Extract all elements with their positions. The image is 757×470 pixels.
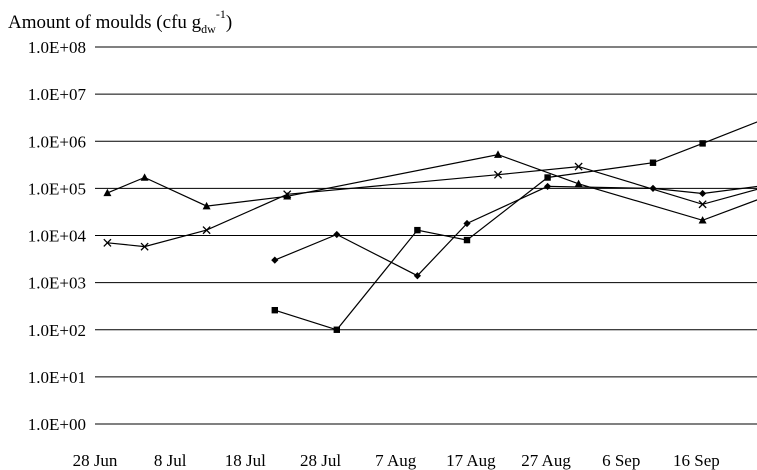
x-tick-label: 27 Aug (521, 451, 571, 470)
y-tick-label: 1.0E+00 (28, 415, 86, 434)
x-tick-label: 6 Sep (602, 451, 640, 470)
y-tick-label: 1.0E+04 (28, 227, 87, 246)
x-tick-label: 28 Jun (73, 451, 118, 470)
data-series (103, 121, 757, 333)
data-point-triangle (202, 201, 211, 210)
data-point-diamond (333, 230, 341, 239)
y-tick-label: 1.0E+02 (28, 321, 86, 340)
x-tick-label: 18 Jul (225, 451, 266, 470)
y-tick-label: 1.0E+06 (28, 132, 86, 151)
x-tick-label: 16 Sep (673, 451, 720, 470)
series-line (274, 185, 757, 277)
data-point-x (493, 170, 503, 179)
chart-title-main: Amount of moulds (cfu g (8, 12, 202, 33)
y-tick-label: 1.0E+08 (28, 38, 86, 57)
data-point-triangle (494, 150, 502, 158)
x-axis-ticks: 28 Jun 8 Jul 18 Jul 28 Jul 7 Aug 17 Aug 27 Aug… (73, 451, 720, 470)
data-point-square (699, 140, 706, 147)
data-point-square (414, 226, 421, 234)
data-point-x (574, 162, 583, 171)
data-point-square (463, 236, 471, 244)
data-point-square (271, 306, 278, 314)
series-x (103, 162, 757, 251)
series-square (271, 121, 757, 333)
x-tick-label: 7 Aug (375, 451, 417, 470)
data-point-triangle (283, 192, 292, 200)
series-line (107, 153, 757, 221)
data-point-x (103, 238, 112, 247)
series-triangle (103, 150, 757, 224)
data-point-triangle (698, 216, 707, 224)
data-point-square (333, 326, 340, 333)
y-tick-label: 1.0E+03 (28, 274, 86, 293)
data-point-x (140, 242, 149, 251)
data-point-square (544, 174, 551, 181)
chart-title-superscript: -1 (216, 7, 226, 21)
data-point-diamond (463, 219, 471, 228)
data-point-triangle (574, 179, 583, 188)
data-point-triangle (140, 173, 149, 181)
data-point-diamond (699, 189, 707, 198)
gridlines (95, 46, 757, 425)
y-tick-label: 1.0E+07 (28, 85, 87, 104)
y-tick-label: 1.0E+05 (28, 179, 86, 198)
data-point-diamond (413, 272, 421, 280)
data-point-x (698, 200, 707, 209)
y-tick-label: 1.0E+01 (28, 368, 86, 387)
x-tick-label: 8 Jul (154, 451, 187, 470)
data-point-diamond (271, 256, 279, 264)
chart-title: Amount of moulds (cfu gdw-1) (8, 7, 232, 36)
chart-title-end: ) (226, 12, 232, 33)
y-axis-ticks: 1.0E+00 1.0E+01 1.0E+02 1.0E+03 1.0E+04 1.0E+… (28, 38, 87, 434)
data-point-diamond (544, 182, 552, 191)
series-diamond (271, 182, 757, 280)
data-point-square (649, 159, 657, 166)
data-point-triangle (103, 188, 112, 197)
data-point-x (202, 226, 211, 235)
chart-title-subscript: dw (201, 22, 216, 36)
series-line (274, 121, 757, 331)
x-tick-label: 28 Jul (300, 451, 341, 470)
x-tick-label: 17 Aug (446, 451, 496, 470)
data-point-x (283, 190, 292, 199)
